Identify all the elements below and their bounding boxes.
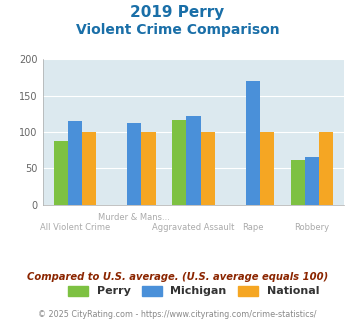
Bar: [54, 141, 68, 205]
Bar: [201, 132, 215, 205]
Bar: [319, 132, 333, 205]
Text: Murder & Mans...: Murder & Mans...: [98, 213, 170, 222]
Bar: [68, 121, 82, 205]
Bar: [305, 157, 319, 205]
Text: Aggravated Assault: Aggravated Assault: [152, 223, 235, 232]
Text: 2019 Perry: 2019 Perry: [130, 5, 225, 20]
Bar: [141, 132, 155, 205]
Bar: [127, 123, 141, 205]
Text: All Violent Crime: All Violent Crime: [40, 223, 110, 232]
Bar: [172, 120, 186, 205]
Text: Rape: Rape: [242, 223, 263, 232]
Bar: [246, 81, 260, 205]
Text: © 2025 CityRating.com - https://www.cityrating.com/crime-statistics/: © 2025 CityRating.com - https://www.city…: [38, 310, 317, 319]
Bar: [82, 132, 97, 205]
Bar: [260, 132, 274, 205]
Text: Robbery: Robbery: [294, 223, 329, 232]
Text: Violent Crime Comparison: Violent Crime Comparison: [76, 23, 279, 37]
Bar: [186, 116, 201, 205]
Legend: Perry, Michigan, National: Perry, Michigan, National: [68, 286, 319, 296]
Bar: [290, 160, 305, 205]
Text: Compared to U.S. average. (U.S. average equals 100): Compared to U.S. average. (U.S. average …: [27, 272, 328, 282]
